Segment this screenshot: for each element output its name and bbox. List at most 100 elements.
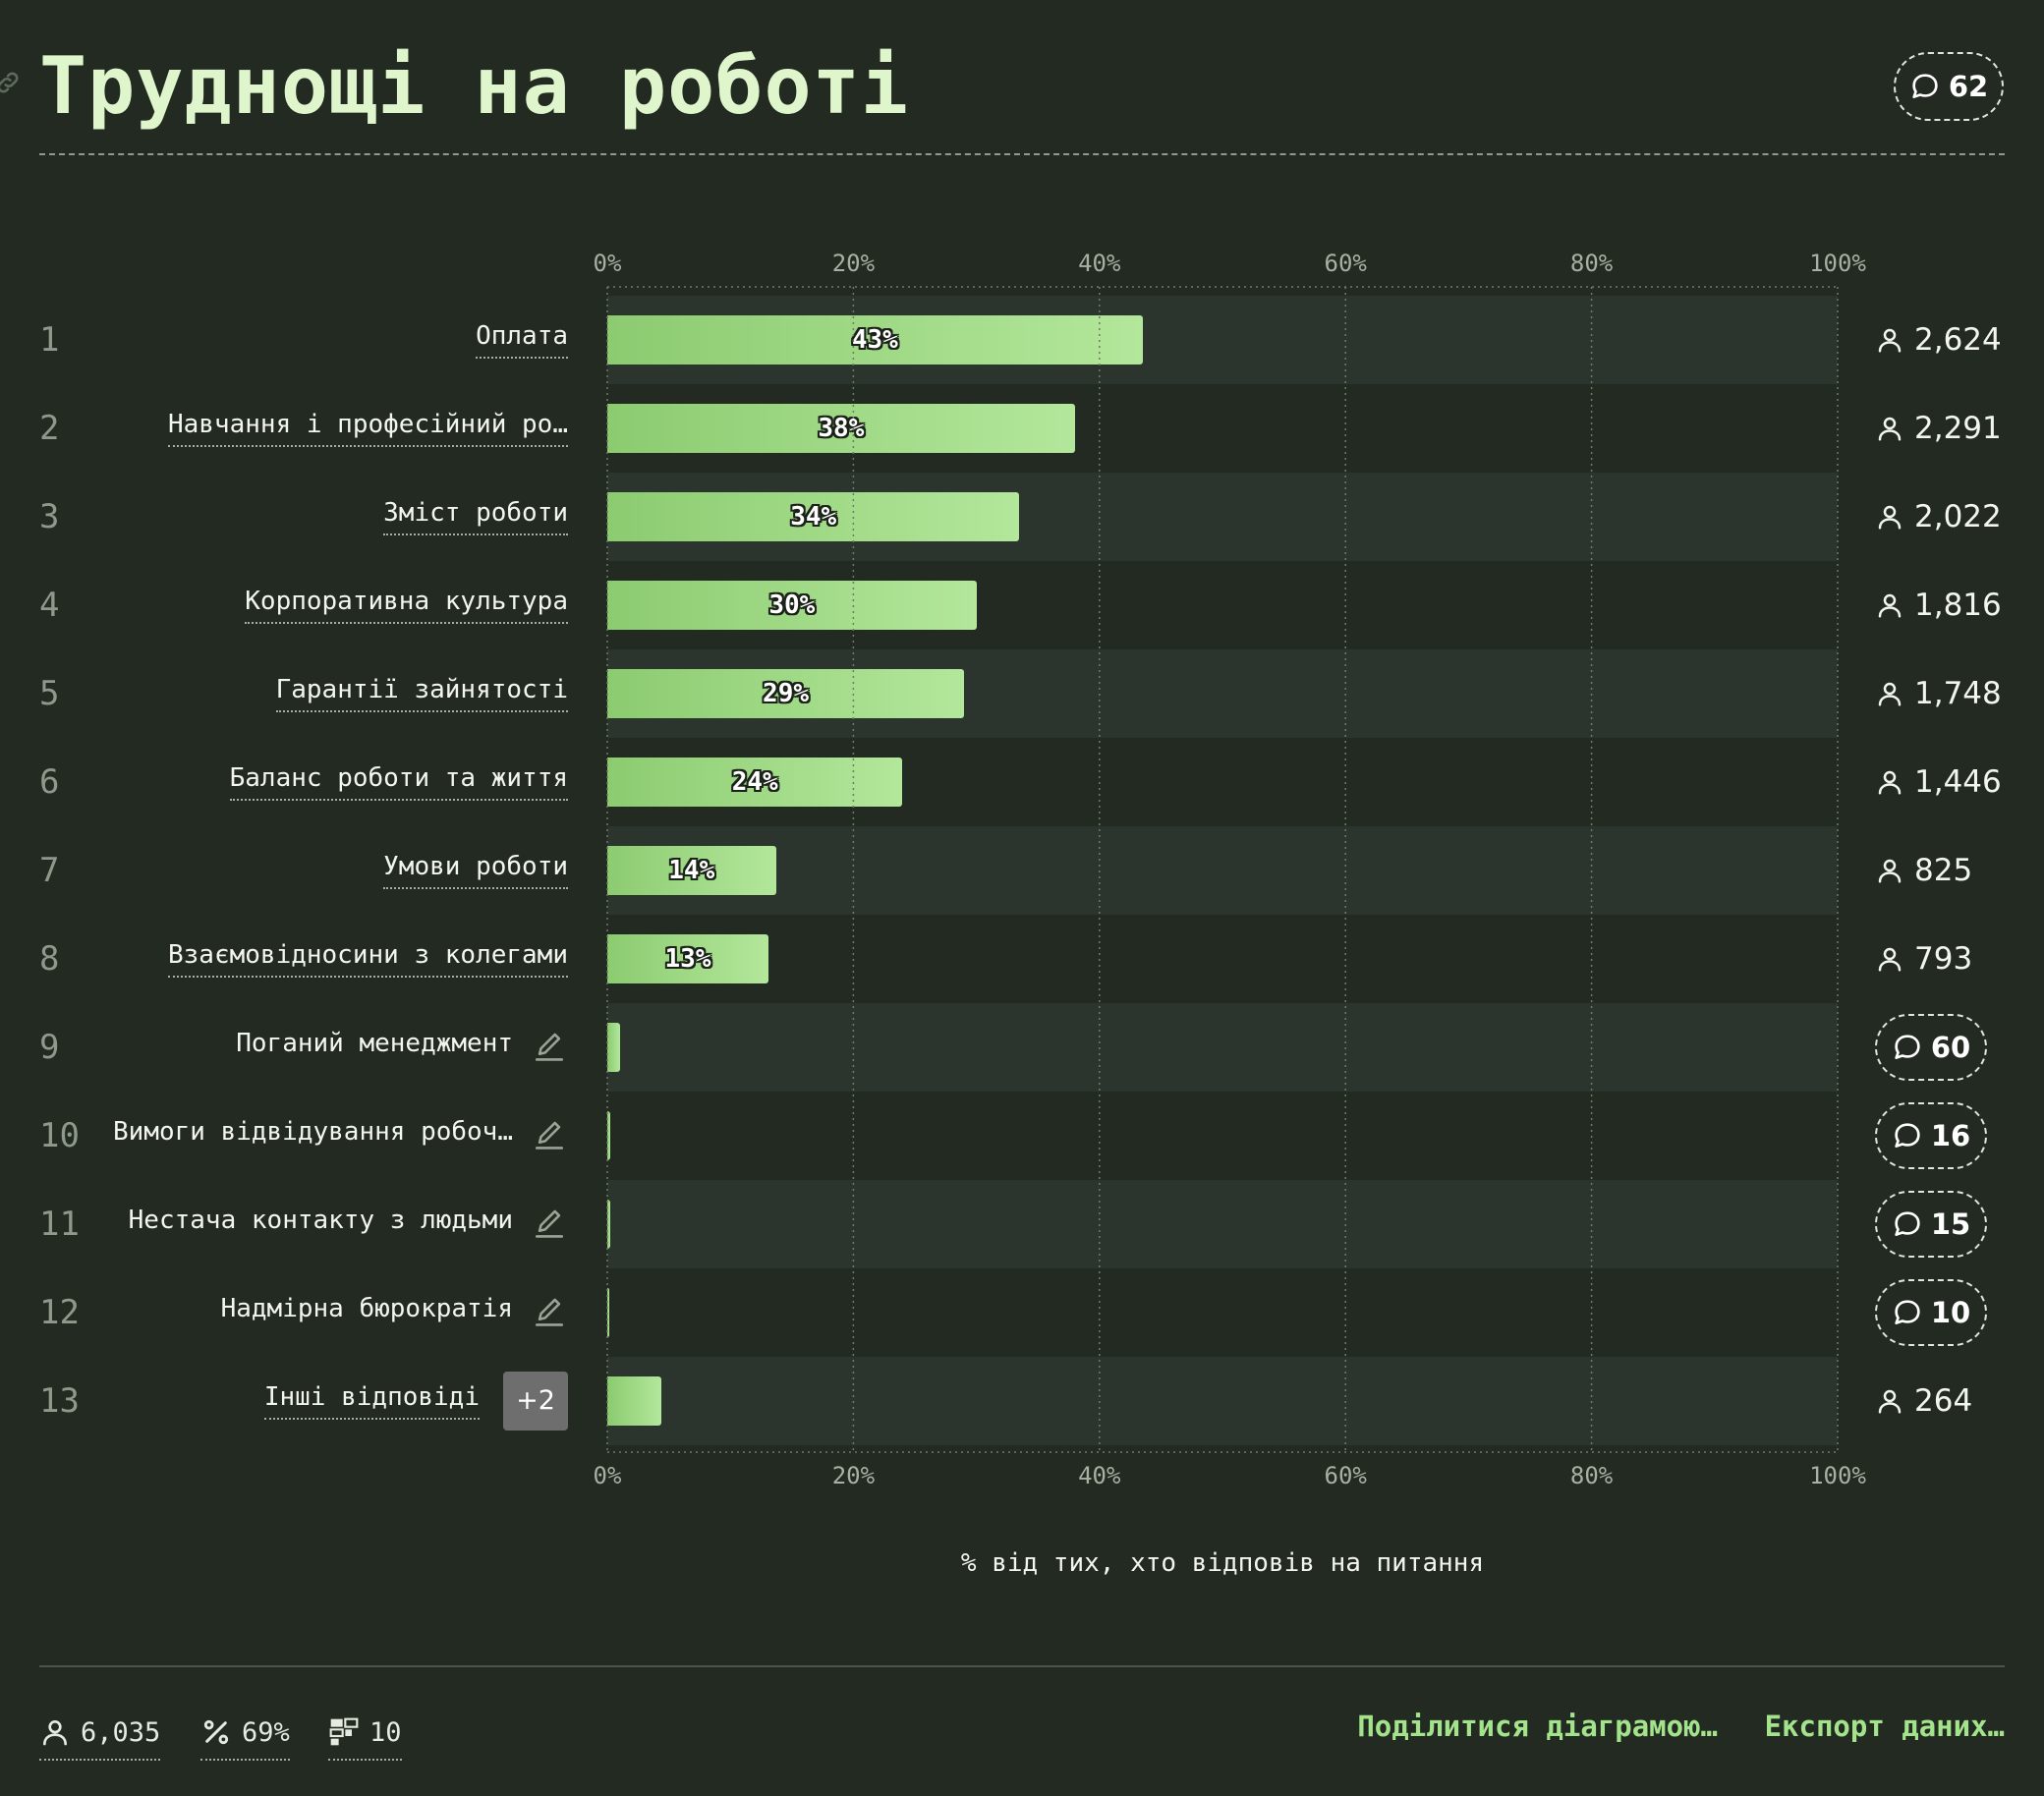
comments-button[interactable]: 60 <box>1875 1014 1987 1081</box>
bar[interactable] <box>607 404 1075 453</box>
percent-icon <box>203 1719 229 1745</box>
bar[interactable] <box>607 1288 610 1337</box>
category-label[interactable]: Надмірна бюрократія <box>220 1294 513 1323</box>
bar[interactable] <box>607 1376 662 1426</box>
row-rank: 6 <box>39 762 60 802</box>
row-rank: 1 <box>39 320 60 360</box>
more-answers-button[interactable]: +2 <box>503 1372 568 1431</box>
respondent-count-value: 1,816 <box>1914 588 2002 623</box>
bar[interactable] <box>607 315 1143 365</box>
respondents-stat[interactable]: 6,035 <box>39 1708 161 1761</box>
x-tick-label: 100% <box>1809 1462 1866 1489</box>
chart-row: 8 Взаємовідносини з колегами 13% 793 <box>0 915 2044 1003</box>
category-label[interactable]: Поганий менеджмент <box>236 1029 513 1058</box>
comment-icon <box>1895 1211 1920 1236</box>
comment-icon <box>1895 1035 1920 1059</box>
comments-button[interactable]: 62 <box>1894 52 2004 121</box>
bar[interactable] <box>607 492 1020 541</box>
chart-row: 9 Поганий менеджмент 60 <box>0 1003 2044 1092</box>
bar-value-label: 30% <box>768 590 816 620</box>
chart-row: 6 Баланс роботи та життя 24% 1,446 <box>0 738 2044 826</box>
bar-value-label: 24% <box>731 767 778 797</box>
page-title: Труднощі на роботі <box>39 40 909 132</box>
chart-row: 11 Нестача контакту з людьми 15 <box>0 1180 2044 1268</box>
edit-icon[interactable] <box>533 1029 566 1064</box>
user-icon <box>1878 859 1902 883</box>
row-band <box>607 1268 1838 1357</box>
link-icon[interactable] <box>0 69 22 96</box>
bar[interactable] <box>607 934 768 983</box>
respondent-count: 825 <box>1875 826 1972 915</box>
edit-icon[interactable] <box>533 1117 566 1152</box>
row-rank: 7 <box>39 851 60 890</box>
row-rank: 5 <box>39 674 60 713</box>
bar-value-label: 13% <box>664 944 711 974</box>
comments-count: 16 <box>1930 1119 1971 1152</box>
chart-row: 1 Оплата 43% 2,624 <box>0 296 2044 384</box>
category-label[interactable]: Інші відповіді <box>263 1380 480 1420</box>
category-label[interactable]: Умови роботи <box>383 850 568 889</box>
comments-button[interactable]: 10 <box>1875 1279 1987 1346</box>
category-label[interactable]: Зміст роботи <box>383 496 568 535</box>
share-chart-link[interactable]: Поділитися діаграмою… <box>1357 1710 1718 1743</box>
respondent-count-value: 793 <box>1914 941 1973 977</box>
x-tick-label: 40% <box>1078 1462 1121 1489</box>
chart-row: 13 Інші відповіді +2 264 <box>0 1357 2044 1445</box>
edit-icon[interactable] <box>533 1206 566 1241</box>
bar[interactable] <box>607 846 776 895</box>
response-rate-stat[interactable]: 69% <box>200 1708 290 1761</box>
respondent-count: 793 <box>1875 915 1972 1003</box>
x-tick-label: 80% <box>1569 1462 1614 1489</box>
bar[interactable] <box>607 581 977 630</box>
x-tick-label: 0% <box>593 250 622 277</box>
row-band <box>607 1180 1838 1268</box>
row-rank: 8 <box>39 939 60 979</box>
comments-count: 60 <box>1930 1031 1971 1064</box>
respondent-count-value: 2,291 <box>1914 411 2002 446</box>
category-label[interactable]: Корпоративна культура <box>245 585 568 624</box>
comments-count: 10 <box>1930 1296 1971 1329</box>
comments-count: 62 <box>1948 70 1989 103</box>
x-tick-label: 60% <box>1324 1462 1367 1489</box>
comment-icon <box>1912 74 1938 98</box>
bar[interactable] <box>607 669 965 718</box>
category-label[interactable]: Гарантії зайнятості <box>275 673 568 712</box>
respondent-count: 2,624 <box>1875 296 2002 384</box>
user-icon <box>1878 1389 1902 1414</box>
bar[interactable] <box>607 1111 611 1160</box>
category-label[interactable]: Взаємовідносини з колегами <box>168 938 568 978</box>
x-tick-label: 60% <box>1324 250 1367 277</box>
user-icon <box>1878 947 1902 972</box>
user-icon <box>1878 328 1902 353</box>
views-stat[interactable]: 10 <box>328 1708 402 1761</box>
respondents-count: 6,035 <box>81 1716 161 1748</box>
respondent-count-value: 2,624 <box>1914 322 2002 358</box>
views-icon <box>329 1717 359 1746</box>
category-label[interactable]: Вимоги відвідування робоч… <box>113 1117 513 1147</box>
category-label[interactable]: Навчання і професійний ро… <box>168 408 568 447</box>
export-data-link[interactable]: Експорт даних… <box>1764 1710 2005 1743</box>
bar[interactable] <box>607 1200 611 1249</box>
respondent-count-value: 1,748 <box>1914 676 2002 711</box>
bar[interactable] <box>607 1023 620 1072</box>
edit-icon[interactable] <box>533 1294 566 1329</box>
category-label[interactable]: Баланс роботи та життя <box>229 761 568 801</box>
respondent-count: 264 <box>1875 1357 1972 1445</box>
x-tick-label: 0% <box>593 1462 622 1489</box>
respondent-count-value: 1,446 <box>1914 764 2002 800</box>
user-icon <box>1878 682 1902 706</box>
comments-button[interactable]: 16 <box>1875 1102 1987 1169</box>
category-label[interactable]: Нестача контакту з людьми <box>128 1206 513 1235</box>
chart-row: 10 Вимоги відвідування робоч… 16 <box>0 1092 2044 1180</box>
user-icon <box>1878 505 1902 530</box>
respondent-count-value: 2,022 <box>1914 499 2002 534</box>
respondent-count-value: 825 <box>1914 853 1973 888</box>
row-rank: 9 <box>39 1028 60 1067</box>
footer-divider <box>39 1665 2005 1667</box>
bar-value-label: 38% <box>818 414 865 443</box>
comments-count: 15 <box>1930 1207 1971 1241</box>
respondent-count: 2,291 <box>1875 384 2002 473</box>
comments-button[interactable]: 15 <box>1875 1191 1987 1258</box>
category-label[interactable]: Оплата <box>476 319 568 359</box>
